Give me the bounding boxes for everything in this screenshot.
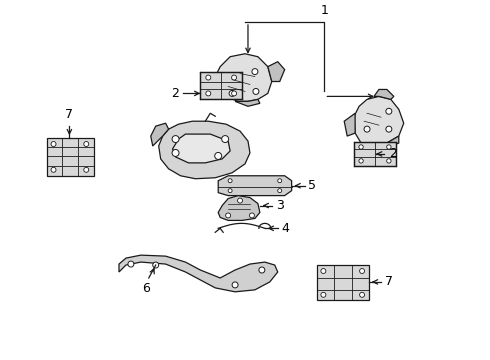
Polygon shape	[159, 121, 250, 179]
Text: 4: 4	[282, 222, 290, 235]
Circle shape	[253, 89, 259, 94]
Circle shape	[232, 282, 238, 288]
Circle shape	[153, 262, 159, 268]
Polygon shape	[344, 113, 355, 136]
Circle shape	[259, 267, 265, 273]
Circle shape	[229, 90, 235, 96]
Circle shape	[360, 269, 365, 274]
Circle shape	[51, 141, 56, 147]
Circle shape	[278, 189, 282, 193]
Circle shape	[321, 292, 326, 297]
Circle shape	[84, 167, 89, 172]
Circle shape	[359, 145, 363, 149]
Polygon shape	[47, 138, 94, 176]
Polygon shape	[235, 99, 260, 106]
Circle shape	[386, 126, 392, 132]
Circle shape	[51, 167, 56, 172]
Polygon shape	[268, 62, 285, 81]
Circle shape	[128, 261, 134, 267]
Text: 2: 2	[171, 87, 178, 100]
Polygon shape	[374, 89, 394, 99]
Circle shape	[387, 159, 391, 163]
Circle shape	[359, 159, 363, 163]
Circle shape	[215, 152, 221, 159]
Text: 7: 7	[65, 108, 74, 121]
Circle shape	[221, 136, 229, 143]
Text: 3: 3	[276, 199, 284, 212]
Circle shape	[206, 91, 211, 96]
Polygon shape	[361, 136, 399, 151]
Text: 2: 2	[389, 148, 397, 161]
Polygon shape	[218, 195, 260, 220]
Circle shape	[226, 213, 231, 218]
Polygon shape	[318, 265, 369, 300]
Circle shape	[228, 179, 232, 183]
Circle shape	[387, 145, 391, 149]
Circle shape	[321, 269, 326, 274]
Circle shape	[249, 213, 254, 218]
Polygon shape	[218, 176, 292, 195]
Circle shape	[278, 179, 282, 183]
Polygon shape	[205, 77, 220, 96]
Polygon shape	[119, 255, 278, 292]
Circle shape	[172, 136, 179, 143]
Polygon shape	[200, 72, 242, 99]
Circle shape	[386, 108, 392, 114]
Text: 1: 1	[320, 4, 328, 17]
Circle shape	[206, 75, 211, 80]
Circle shape	[238, 198, 243, 203]
Circle shape	[228, 189, 232, 193]
Text: 6: 6	[142, 282, 150, 295]
Polygon shape	[172, 134, 230, 163]
Polygon shape	[151, 123, 169, 146]
Circle shape	[360, 292, 365, 297]
Polygon shape	[215, 54, 272, 102]
Polygon shape	[354, 142, 396, 166]
Polygon shape	[354, 96, 404, 146]
Circle shape	[172, 149, 179, 156]
Circle shape	[252, 69, 258, 75]
Text: 7: 7	[385, 275, 393, 288]
Circle shape	[232, 91, 237, 96]
Circle shape	[232, 75, 237, 80]
Circle shape	[364, 126, 370, 132]
Text: 5: 5	[308, 179, 316, 192]
Circle shape	[84, 141, 89, 147]
